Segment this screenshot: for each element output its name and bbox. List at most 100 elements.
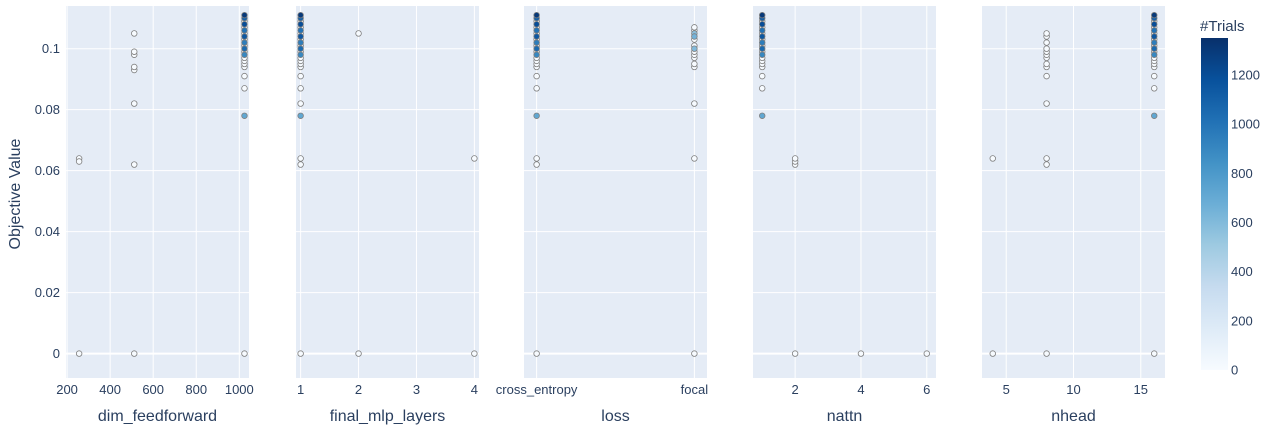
- data-point: [1043, 45, 1050, 52]
- y-tick-label: 0.1: [42, 41, 60, 56]
- data-point: [297, 51, 304, 58]
- data-point: [1043, 100, 1050, 107]
- y-tick-label: 0.08: [35, 102, 60, 117]
- y-tick-label: 0.02: [35, 285, 60, 300]
- data-point: [533, 33, 540, 40]
- colorbar: #Trials 0 200 400 600 800 1000 1200: [1200, 18, 1260, 378]
- data-point: [1043, 155, 1050, 162]
- x-tick-label: 6: [923, 382, 930, 397]
- data-point: [989, 350, 996, 357]
- x-tick-label: cross_entropy: [496, 382, 578, 397]
- colorbar-tick-label: 1000: [1231, 117, 1260, 132]
- data-point: [297, 72, 304, 80]
- data-point: [691, 350, 698, 357]
- x-axis-title: dim_feedforward: [98, 408, 217, 425]
- colorbar-gradient: [1201, 38, 1228, 370]
- data-point: [1043, 350, 1050, 357]
- y-axis-title: Objective Value: [7, 138, 24, 249]
- data-point: [1043, 30, 1050, 37]
- y-tick-label: 0: [53, 346, 60, 361]
- data-point: [131, 30, 138, 37]
- data-point: [691, 60, 698, 68]
- data-point: [131, 48, 138, 55]
- data-point: [131, 100, 138, 107]
- plot-area: [524, 6, 707, 378]
- panel-final_mlp_layers: 1 2 3 4 final_mlp_layers: [296, 6, 479, 425]
- data-point: [297, 85, 304, 92]
- data-point: [241, 11, 248, 19]
- data-point: [857, 350, 865, 357]
- data-point: [1151, 45, 1158, 52]
- plot-area: [296, 6, 479, 378]
- data-point: [297, 155, 304, 162]
- data-point: [759, 45, 766, 52]
- data-point: [989, 155, 996, 162]
- data-point: [533, 112, 540, 119]
- x-tick-label: 4: [471, 382, 478, 397]
- panel-nattn: 2 4 6 nattn: [753, 6, 936, 425]
- data-point: [533, 45, 540, 52]
- data-point: [533, 51, 540, 58]
- data-point: [759, 51, 766, 58]
- data-point: [297, 350, 304, 357]
- data-point: [241, 350, 248, 357]
- x-tick-label: 5: [1003, 382, 1010, 397]
- data-point: [759, 27, 766, 34]
- data-point: [297, 33, 304, 40]
- data-point: [241, 51, 248, 58]
- data-point: [241, 45, 248, 52]
- data-point: [533, 21, 540, 28]
- data-point: [923, 350, 930, 357]
- x-axis-title: nattn: [827, 408, 863, 425]
- data-point: [241, 21, 248, 28]
- data-point: [297, 45, 304, 52]
- x-tick-label: 1: [297, 382, 304, 397]
- data-point: [533, 72, 540, 80]
- data-point: [1151, 21, 1158, 28]
- colorbar-tick-label: 0: [1231, 363, 1238, 378]
- data-point: [759, 112, 766, 119]
- colorbar-title: #Trials: [1200, 18, 1244, 35]
- data-point: [297, 112, 304, 119]
- panel-loss: cross_entropy focal loss: [496, 6, 708, 425]
- colorbar-tick-label: 200: [1231, 313, 1253, 328]
- data-point: [759, 39, 766, 46]
- data-point: [533, 27, 540, 34]
- x-tick-label: 2: [355, 382, 362, 397]
- x-axis-title: final_mlp_layers: [330, 408, 446, 425]
- data-point: [691, 100, 698, 107]
- data-point: [691, 155, 698, 162]
- data-point: [1151, 27, 1158, 34]
- x-tick-label: 200: [56, 382, 78, 397]
- data-point: [533, 11, 540, 19]
- data-point: [1043, 72, 1050, 80]
- data-point: [1151, 51, 1158, 58]
- x-tick-label: 2: [792, 382, 799, 397]
- data-point: [533, 161, 540, 168]
- data-point: [297, 21, 304, 28]
- data-point: [533, 39, 540, 46]
- data-point: [241, 33, 248, 40]
- data-point: [471, 350, 478, 357]
- x-tick-label: 600: [142, 382, 164, 397]
- data-point: [131, 350, 138, 357]
- data-point: [1043, 161, 1050, 168]
- x-axis-title: nhead: [1051, 408, 1096, 425]
- data-point: [75, 158, 83, 165]
- data-point: [471, 155, 478, 162]
- data-point: [355, 30, 362, 37]
- data-point: [691, 45, 698, 52]
- data-point: [297, 161, 304, 168]
- colorbar-tick-label: 400: [1231, 264, 1253, 279]
- data-point: [241, 112, 248, 119]
- panel-dim_feedforward: 0 0.02 0.04 0.06 0.08 0.1 200 400 600 800 1000 dim_…: [35, 6, 254, 425]
- data-point: [533, 155, 540, 162]
- data-point: [1043, 60, 1050, 68]
- y-tick-label: 0.04: [35, 224, 60, 239]
- data-point: [297, 27, 304, 34]
- x-tick-label: 1000: [225, 382, 254, 397]
- data-point: [533, 350, 540, 357]
- data-point: [241, 72, 248, 80]
- data-point: [533, 85, 540, 92]
